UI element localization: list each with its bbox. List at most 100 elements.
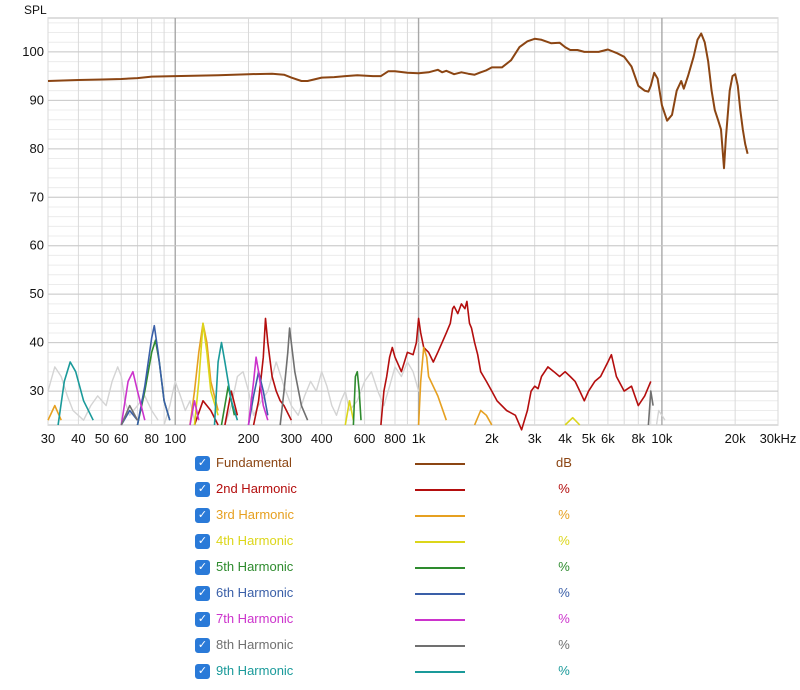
x-tick-label: 6k <box>601 431 615 446</box>
y-tick-label: 90 <box>30 92 44 107</box>
background-trace <box>47 366 159 421</box>
x-tick-label: 30 <box>41 431 55 446</box>
chart-axes: 30 40 50 60 70 80 90 100 30 40 50 60 80 100 200 300 400 6… <box>22 44 796 446</box>
legend-item-label: 8th Harmonic <box>216 637 294 652</box>
legend-item-3rd-harmonic[interactable]: ✓ 3rd Harmonic % <box>195 505 585 531</box>
series-line-6th-harmonic <box>136 324 171 426</box>
x-tick-label: 600 <box>354 431 376 446</box>
y-tick-label: 50 <box>30 286 44 301</box>
legend-item-5th-harmonic[interactable]: ✓ 5th Harmonic % <box>195 557 585 583</box>
legend-item-fundamental[interactable]: ✓ Fundamental dB <box>195 453 585 479</box>
x-tick-label: 800 <box>384 431 406 446</box>
series-line-4th-harmonic <box>344 400 355 426</box>
legend-item-2nd-harmonic[interactable]: ✓ 2nd Harmonic % <box>195 479 585 505</box>
y-axis-label: SPL <box>24 3 47 17</box>
series-line-fundamental <box>47 32 749 170</box>
y-tick-label: 70 <box>30 189 44 204</box>
checkbox-checked-icon[interactable]: ✓ <box>195 586 210 601</box>
series-line-2nd-harmonic <box>224 390 239 426</box>
legend-item-unit: % <box>558 663 570 678</box>
legend: ✓ Fundamental dB ✓ 2nd Harmonic % ✓ 3rd … <box>195 453 585 687</box>
x-tick-label: 2k <box>485 431 499 446</box>
legend-item-label: Fundamental <box>216 455 292 470</box>
series-line-5th-harmonic <box>352 370 362 426</box>
x-tick-label: 50 <box>95 431 109 446</box>
legend-item-7th-harmonic[interactable]: ✓ 7th Harmonic % <box>195 609 585 635</box>
legend-item-8th-harmonic[interactable]: ✓ 8th Harmonic % <box>195 635 585 661</box>
legend-item-label: 4th Harmonic <box>216 533 294 548</box>
legend-item-label: 6th Harmonic <box>216 585 294 600</box>
legend-item-unit: % <box>558 637 570 652</box>
legend-item-unit: % <box>558 533 570 548</box>
x-tick-label: 4k <box>558 431 572 446</box>
legend-line-swatch <box>415 619 465 621</box>
x-tick-label: 30kHz <box>760 431 797 446</box>
series-line-4th-harmonic <box>564 416 581 426</box>
checkbox-checked-icon[interactable]: ✓ <box>195 456 210 471</box>
legend-line-swatch <box>415 515 465 517</box>
y-tick-label: 30 <box>30 383 44 398</box>
legend-item-6th-harmonic[interactable]: ✓ 6th Harmonic % <box>195 583 585 609</box>
frequency-response-chart: SPL 30 40 50 60 70 80 90 100 30 40 50 60 80 100 200 300… <box>22 3 796 446</box>
x-tick-label: 8k <box>631 431 645 446</box>
legend-line-swatch <box>415 593 465 595</box>
series-line-8th-harmonic <box>279 327 309 426</box>
series-line-4th-harmonic <box>193 322 219 426</box>
x-tick-label: 80 <box>144 431 158 446</box>
series-line-8th-harmonic <box>120 404 139 426</box>
background-trace <box>655 409 666 426</box>
x-tick-label: 3k <box>528 431 542 446</box>
legend-item-4th-harmonic[interactable]: ✓ 4th Harmonic % <box>195 531 585 557</box>
x-tick-label: 40 <box>71 431 85 446</box>
series-line-7th-harmonic <box>120 370 146 426</box>
checkbox-checked-icon[interactable]: ✓ <box>195 482 210 497</box>
checkbox-checked-icon[interactable]: ✓ <box>195 638 210 653</box>
plot-area <box>47 17 779 426</box>
legend-item-label: 9th Harmonic <box>216 663 294 678</box>
legend-line-swatch <box>415 489 465 491</box>
legend-item-label: 7th Harmonic <box>216 611 294 626</box>
x-tick-label: 20k <box>725 431 746 446</box>
checkbox-checked-icon[interactable]: ✓ <box>195 612 210 627</box>
series-line-3rd-harmonic <box>417 346 448 426</box>
y-tick-label: 80 <box>30 141 44 156</box>
checkbox-checked-icon[interactable]: ✓ <box>195 560 210 575</box>
legend-line-swatch <box>415 463 465 465</box>
y-tick-label: 100 <box>22 44 44 59</box>
background-trace <box>224 361 420 426</box>
x-tick-label: 200 <box>238 431 260 446</box>
series-line-7th-harmonic <box>247 356 269 426</box>
legend-item-label: 5th Harmonic <box>216 559 294 574</box>
series-line-2nd-harmonic <box>380 300 652 431</box>
series-line-8th-harmonic <box>647 390 654 426</box>
legend-item-unit: % <box>558 507 570 522</box>
legend-item-unit: % <box>558 559 570 574</box>
legend-item-unit: % <box>558 481 570 496</box>
legend-item-9th-harmonic[interactable]: ✓ 9th Harmonic % <box>195 661 585 687</box>
legend-line-swatch <box>415 645 465 647</box>
x-tick-label: 1k <box>412 431 426 446</box>
x-tick-label: 300 <box>280 431 302 446</box>
legend-line-swatch <box>415 541 465 543</box>
x-tick-label: 60 <box>114 431 128 446</box>
legend-line-swatch <box>415 567 465 569</box>
legend-item-unit: % <box>558 611 570 626</box>
y-tick-label: 40 <box>30 335 44 350</box>
series-line-3rd-harmonic <box>473 409 493 426</box>
x-tick-label: 100 <box>164 431 186 446</box>
y-tick-label: 60 <box>30 238 44 253</box>
series-line-7th-harmonic <box>189 400 200 426</box>
checkbox-checked-icon[interactable]: ✓ <box>195 664 210 679</box>
checkbox-checked-icon[interactable]: ✓ <box>195 534 210 549</box>
checkbox-checked-icon[interactable]: ✓ <box>195 508 210 523</box>
legend-item-label: 2nd Harmonic <box>216 481 297 496</box>
legend-item-unit: dB <box>556 455 572 470</box>
x-tick-label: 10k <box>651 431 672 446</box>
x-tick-label: 5k <box>582 431 596 446</box>
x-tick-label: 400 <box>311 431 333 446</box>
series-line-9th-harmonic <box>57 361 94 426</box>
legend-item-label: 3rd Harmonic <box>216 507 295 522</box>
chart-grid <box>47 17 779 426</box>
series-line-9th-harmonic <box>213 341 239 426</box>
legend-item-unit: % <box>558 585 570 600</box>
